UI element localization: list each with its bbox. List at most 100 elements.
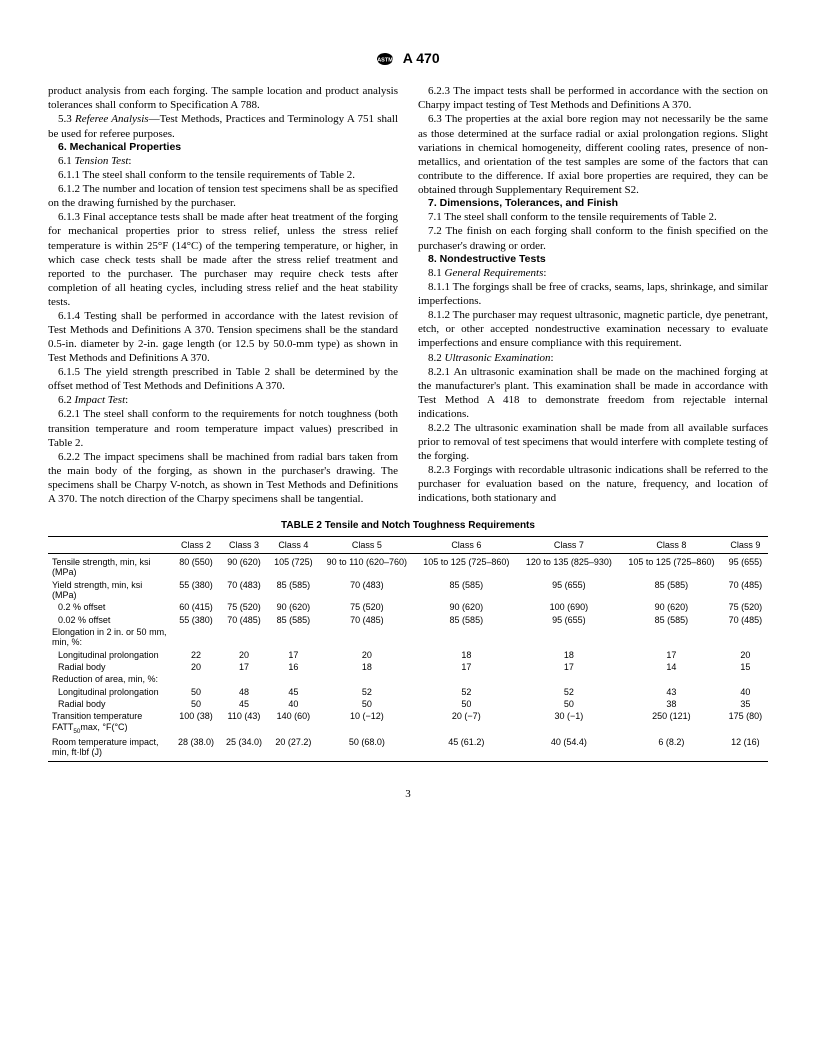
table-cell: 90 to 110 (620–760) bbox=[319, 553, 415, 578]
table-cell: 55 (380) bbox=[172, 614, 220, 626]
para: 6.2 Impact Test: bbox=[48, 393, 398, 407]
astm-logo: ASTM bbox=[376, 52, 394, 66]
table-row-label: Radial body bbox=[48, 661, 172, 673]
table-cell: 105 (725) bbox=[268, 553, 319, 578]
table-row: Reduction of area, min, %: bbox=[48, 673, 768, 685]
table-cell bbox=[220, 673, 268, 685]
table-cell: 95 (655) bbox=[723, 553, 768, 578]
table-cell bbox=[620, 626, 723, 649]
table-body: Tensile strength, min, ksi (MPa)80 (550)… bbox=[48, 553, 768, 762]
table-cell: 250 (121) bbox=[620, 710, 723, 735]
para: 8.1.1 The forgings shall be free of crac… bbox=[418, 280, 768, 308]
table-row-label: 0.02 % offset bbox=[48, 614, 172, 626]
table-cell: 17 bbox=[518, 661, 621, 673]
table-cell: 70 (483) bbox=[220, 579, 268, 602]
table-cell: 70 (483) bbox=[319, 579, 415, 602]
para: 8.1 General Requirements: bbox=[418, 266, 768, 280]
table-cell: 17 bbox=[620, 649, 723, 661]
table-cell: 20 bbox=[723, 649, 768, 661]
page-header: ASTM A 470 bbox=[48, 50, 768, 66]
table-cell: 90 (620) bbox=[268, 601, 319, 613]
para: 6.1.1 The steel shall conform to the ten… bbox=[48, 168, 398, 182]
table-row-label: Transition temperature FATT50max, °F(°C) bbox=[48, 710, 172, 735]
table-cell: 50 bbox=[172, 686, 220, 698]
table-cell: 48 bbox=[220, 686, 268, 698]
designation: A 470 bbox=[403, 50, 440, 66]
table-column-header: Class 4 bbox=[268, 536, 319, 553]
table-cell: 6 (8.2) bbox=[620, 736, 723, 762]
table-cell: 20 (27.2) bbox=[268, 736, 319, 762]
table-cell: 85 (585) bbox=[415, 614, 518, 626]
table-cell: 38 bbox=[620, 698, 723, 710]
table-row: Yield strength, min, ksi (MPa)55 (380)70… bbox=[48, 579, 768, 602]
para: 6.1 Tension Test: bbox=[48, 154, 398, 168]
table-row: Radial body5045405050503835 bbox=[48, 698, 768, 710]
table-row-label: Radial body bbox=[48, 698, 172, 710]
table-row: Transition temperature FATT50max, °F(°C)… bbox=[48, 710, 768, 735]
table-cell: 45 bbox=[220, 698, 268, 710]
table-cell: 50 bbox=[518, 698, 621, 710]
para: 6.1.3 Final acceptance tests shall be ma… bbox=[48, 210, 398, 309]
table-cell bbox=[620, 673, 723, 685]
table-cell: 22 bbox=[172, 649, 220, 661]
table-column-header bbox=[48, 536, 172, 553]
table-cell: 18 bbox=[319, 661, 415, 673]
table-row-label: Longitudinal prolongation bbox=[48, 649, 172, 661]
table-cell: 52 bbox=[319, 686, 415, 698]
para: product analysis from each forging. The … bbox=[48, 84, 398, 112]
table-cell: 10 (−12) bbox=[319, 710, 415, 735]
para: 8.1.2 The purchaser may request ultrason… bbox=[418, 308, 768, 350]
table-cell: 55 (380) bbox=[172, 579, 220, 602]
svg-text:ASTM: ASTM bbox=[378, 58, 394, 64]
page-number: 3 bbox=[48, 788, 768, 800]
table-cell: 15 bbox=[723, 661, 768, 673]
table-cell: 20 bbox=[220, 649, 268, 661]
table-row: Longitudinal prolongation222017201818172… bbox=[48, 649, 768, 661]
table-column-header: Class 9 bbox=[723, 536, 768, 553]
para: 6.3 The properties at the axial bore reg… bbox=[418, 112, 768, 196]
para: 8.2.3 Forgings with recordable ultrasoni… bbox=[418, 463, 768, 505]
body-columns: product analysis from each forging. The … bbox=[48, 84, 768, 506]
table-row-label: Reduction of area, min, %: bbox=[48, 673, 172, 685]
table-cell: 85 (585) bbox=[620, 614, 723, 626]
para: 6.1.5 The yield strength prescribed in T… bbox=[48, 365, 398, 393]
para: 6.1.2 The number and location of tension… bbox=[48, 182, 398, 210]
table-cell bbox=[319, 673, 415, 685]
table-column-header: Class 7 bbox=[518, 536, 621, 553]
table-row: Longitudinal prolongation504845525252434… bbox=[48, 686, 768, 698]
table-cell: 14 bbox=[620, 661, 723, 673]
para: 8.2 Ultrasonic Examination: bbox=[418, 351, 768, 365]
table-cell: 175 (80) bbox=[723, 710, 768, 735]
table-cell: 140 (60) bbox=[268, 710, 319, 735]
table-row: 0.02 % offset55 (380)70 (485)85 (585)70 … bbox=[48, 614, 768, 626]
table-row-label: 0.2 % offset bbox=[48, 601, 172, 613]
table-cell: 25 (34.0) bbox=[220, 736, 268, 762]
table-column-header: Class 3 bbox=[220, 536, 268, 553]
table-row-label: Yield strength, min, ksi (MPa) bbox=[48, 579, 172, 602]
table-cell: 105 to 125 (725–860) bbox=[620, 553, 723, 578]
table-cell: 70 (485) bbox=[723, 579, 768, 602]
table-cell: 45 (61.2) bbox=[415, 736, 518, 762]
table-row-label: Longitudinal prolongation bbox=[48, 686, 172, 698]
table-cell: 95 (655) bbox=[518, 579, 621, 602]
table-cell: 52 bbox=[518, 686, 621, 698]
table-caption: TABLE 2 Tensile and Notch Toughness Requ… bbox=[48, 520, 768, 532]
table-cell: 18 bbox=[415, 649, 518, 661]
table-cell: 52 bbox=[415, 686, 518, 698]
table-cell: 70 (485) bbox=[220, 614, 268, 626]
para: 8.2.2 The ultrasonic examination shall b… bbox=[418, 421, 768, 463]
table-cell: 20 (−7) bbox=[415, 710, 518, 735]
table-cell: 30 (−1) bbox=[518, 710, 621, 735]
para: 6.2.2 The impact specimens shall be mach… bbox=[48, 450, 398, 506]
table-cell: 17 bbox=[268, 649, 319, 661]
table-cell: 105 to 125 (725–860) bbox=[415, 553, 518, 578]
table-cell: 17 bbox=[415, 661, 518, 673]
table-column-header: Class 2 bbox=[172, 536, 220, 553]
table-cell: 50 bbox=[172, 698, 220, 710]
para: 7.1 The steel shall conform to the tensi… bbox=[418, 210, 768, 224]
table-cell: 18 bbox=[518, 649, 621, 661]
table-cell: 120 to 135 (825–930) bbox=[518, 553, 621, 578]
table-cell: 90 (620) bbox=[220, 553, 268, 578]
section-heading: 6. Mechanical Properties bbox=[48, 141, 398, 154]
table-cell: 95 (655) bbox=[518, 614, 621, 626]
